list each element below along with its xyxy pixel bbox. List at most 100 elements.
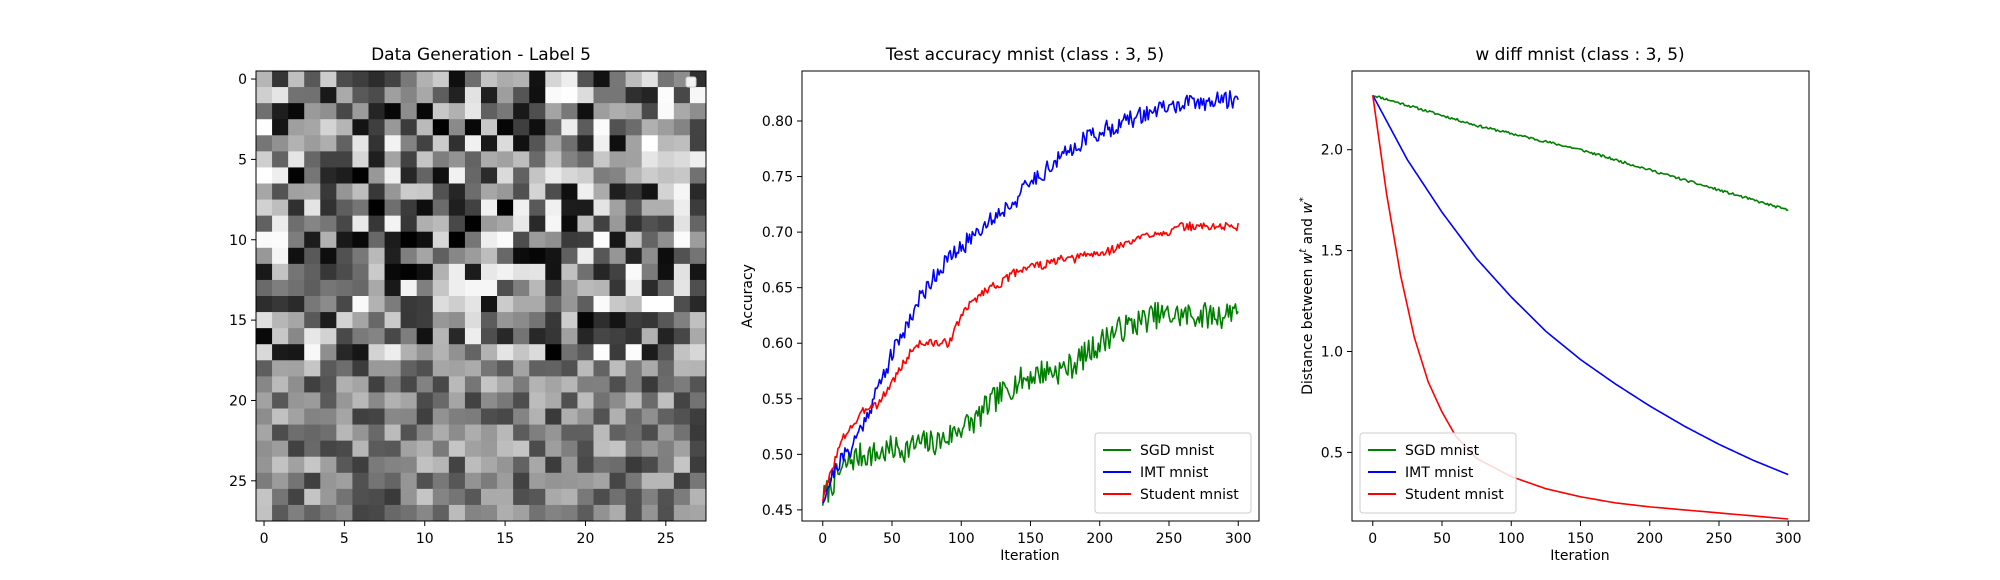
heatmap-cell	[673, 376, 691, 393]
heatmap-cell	[432, 392, 450, 409]
heatmap-cell	[641, 424, 659, 442]
heatmap-cell	[657, 328, 675, 345]
heatmap-cell	[481, 312, 498, 329]
heatmap-cell	[464, 344, 482, 361]
heatmap-cell	[432, 103, 450, 120]
heatmap-cell	[625, 183, 643, 200]
heatmap-cell	[529, 376, 546, 393]
heatmap-cell	[432, 376, 450, 393]
heatmap-cell	[561, 472, 578, 490]
y-tick-label: 0.60	[762, 336, 793, 352]
heatmap-cell	[593, 472, 610, 490]
heatmap-cell	[481, 328, 498, 345]
heatmap-cell	[513, 103, 530, 120]
heatmap-cell	[577, 424, 594, 442]
heatmap-cell	[432, 440, 450, 458]
heatmap-cell	[513, 231, 530, 249]
heatmap-cell	[529, 360, 546, 377]
heatmap-cell	[657, 231, 675, 249]
heatmap-cell	[609, 488, 627, 506]
heatmap-cell	[657, 215, 675, 233]
heatmap-cell	[497, 344, 514, 361]
heatmap-cell	[689, 103, 707, 120]
heatmap-cell	[416, 71, 434, 88]
heatmap-cell	[352, 199, 369, 217]
heatmap-cell	[352, 344, 369, 361]
series-line	[1372, 94, 1789, 476]
heatmap-cell	[609, 392, 627, 409]
heatmap-cell	[593, 247, 610, 265]
heatmap-cell	[464, 199, 482, 217]
heatmap-cell	[464, 215, 482, 233]
heatmap-cell	[368, 135, 385, 152]
heatmap-cell	[497, 328, 514, 345]
heatmap-cell	[529, 135, 546, 152]
heatmap-cell	[657, 392, 675, 409]
heatmap-cell	[256, 199, 273, 217]
heatmap-cell	[288, 344, 305, 361]
heatmap-cell	[448, 440, 466, 458]
wdiff-ylabel-mid: and	[1300, 214, 1316, 249]
heatmap-cell	[625, 472, 643, 490]
heatmap-cell	[689, 488, 707, 506]
heatmap-cell	[593, 392, 610, 409]
heatmap-cell	[352, 456, 369, 474]
heatmap-cell	[352, 215, 369, 233]
heatmap-cell	[545, 167, 562, 184]
heatmap-cell	[272, 312, 289, 329]
wdiff-ylabel-sup2: *	[1298, 197, 1309, 202]
y-tick-label: 0.80	[762, 114, 793, 130]
heatmap-cell	[320, 424, 337, 442]
heatmap-cell	[529, 151, 546, 168]
heatmap-cell	[609, 408, 627, 425]
heatmap-cell	[432, 296, 450, 313]
heatmap-cell	[625, 408, 643, 425]
heatmap-cell	[384, 183, 402, 200]
heatmap-cell	[481, 440, 498, 458]
heatmap-cell	[368, 103, 385, 120]
heatmap-cell	[400, 103, 418, 120]
accuracy-ylabel: Accuracy	[740, 264, 756, 328]
heatmap-cell	[689, 360, 707, 377]
heatmap-cell	[673, 103, 691, 120]
heatmap-cell	[384, 231, 402, 249]
heatmap-cell	[352, 424, 369, 442]
heatmap-cell	[336, 103, 353, 120]
heatmap-cell	[288, 360, 305, 377]
heatmap-cell	[368, 119, 385, 136]
heatmap-cell	[400, 279, 418, 297]
heatmap-cell	[545, 263, 562, 281]
heatmap-cell	[352, 263, 369, 281]
heatmap-cell	[336, 504, 353, 522]
heatmap-cell	[689, 183, 707, 200]
heatmap-cell	[513, 71, 530, 88]
heatmap-cell	[304, 87, 321, 104]
heatmap-cell	[513, 247, 530, 265]
heatmap-cell	[448, 328, 466, 345]
heatmap-cell	[689, 167, 707, 184]
heatmap-cell	[352, 488, 369, 506]
heatmap-cell	[609, 87, 627, 104]
heatmap-cell	[304, 472, 321, 490]
heatmap-cell	[416, 167, 434, 184]
heatmap-cell	[288, 376, 305, 393]
heatmap-cell	[336, 312, 353, 329]
heatmap-cell	[689, 344, 707, 361]
heatmap-cell	[384, 199, 402, 217]
heatmap-cell	[481, 183, 498, 200]
x-tick-label: 250	[1706, 531, 1733, 547]
heatmap-cell	[384, 247, 402, 265]
heatmap-cell	[529, 392, 546, 409]
heatmap-cell	[545, 504, 562, 522]
heatmap-cell	[256, 360, 273, 377]
heatmap-cell	[577, 103, 594, 120]
x-tick-label: 50	[1433, 531, 1451, 547]
heatmap-cell	[577, 472, 594, 490]
heatmap-cell	[609, 119, 627, 136]
series-line	[821, 301, 1239, 506]
x-tick-label: 150	[1017, 531, 1044, 547]
heatmap-cell	[689, 279, 707, 297]
heatmap-cell	[673, 199, 691, 217]
heatmap-cell	[272, 488, 289, 506]
heatmap-cell	[529, 247, 546, 265]
